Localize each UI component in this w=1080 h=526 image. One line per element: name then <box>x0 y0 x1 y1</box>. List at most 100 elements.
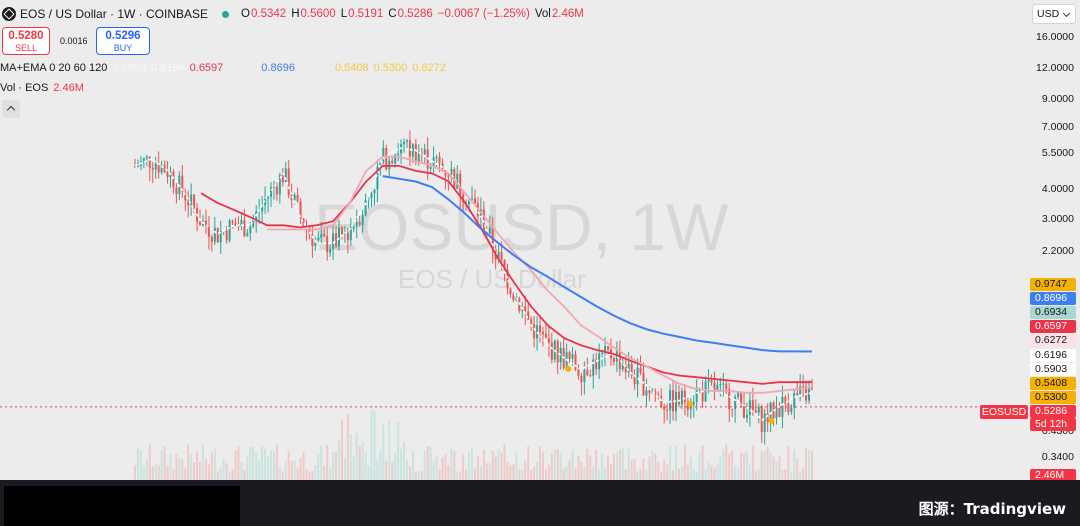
candle-body <box>332 233 335 249</box>
ma-ema-legend[interactable]: MA+EMA 0 20 60 120 0.5903 0.6196 0.6597 … <box>0 60 451 76</box>
volume-bar <box>134 465 136 480</box>
candle-body <box>811 388 813 390</box>
ohlc-value: 0.5191 <box>348 8 384 20</box>
volume-bar <box>160 450 163 480</box>
volume-bar <box>491 450 494 480</box>
candle-body <box>725 383 728 389</box>
candle-body <box>364 199 367 216</box>
volume-bar <box>400 448 403 480</box>
volume-bar <box>169 453 172 480</box>
candle-body <box>533 324 536 339</box>
volume-bar <box>207 464 210 480</box>
volume-bar <box>178 458 181 480</box>
candle-body <box>636 367 639 385</box>
candle-body <box>766 413 769 422</box>
volume-bar <box>740 452 743 480</box>
candle-body <box>269 187 272 197</box>
volume-bar <box>382 424 385 480</box>
candle-body <box>231 220 234 224</box>
candle-body <box>204 220 207 227</box>
volume-bar <box>660 471 663 480</box>
moving-average-lines <box>134 147 813 422</box>
candle-body <box>612 358 615 362</box>
candle-body <box>456 173 459 189</box>
price-label: 0.5300 <box>1030 391 1076 404</box>
volume-bar <box>541 451 544 480</box>
volume-bar <box>204 458 207 480</box>
volume-bar <box>269 450 272 480</box>
symbol-title[interactable]: EOS / US Dollar · 1W · COINBASE <box>20 7 209 21</box>
candle-body <box>808 388 811 401</box>
volume-bar <box>760 450 763 480</box>
volume-bar <box>423 450 426 480</box>
volume-bar <box>473 468 476 480</box>
volume-bar <box>346 413 349 480</box>
volume-bar <box>488 463 491 480</box>
price-axis[interactable]: 16.0000 12.0000 9.0000 7.0000 5.5000 4.0000 3.… <box>1036 31 1074 463</box>
volume-bar <box>420 471 423 480</box>
candle-body <box>574 354 577 370</box>
chart-area[interactable]: EOSUSD, 1W EOS / US Dollar 16.0000 12.000… <box>0 0 1080 482</box>
volume-bar <box>743 453 746 480</box>
volume-bar <box>323 466 326 480</box>
price-axis-tick: 4.0000 <box>1042 183 1074 195</box>
price-axis-tick: 12.0000 <box>1036 62 1074 74</box>
volume-bar <box>672 470 675 480</box>
volume-legend[interactable]: Vol · EOS 2.46M <box>0 80 89 96</box>
volume-bar <box>734 465 737 480</box>
candle-body <box>305 226 308 229</box>
candle-body <box>757 406 760 413</box>
volume-bar <box>199 461 202 480</box>
candle-body <box>713 382 716 392</box>
volume-bar <box>692 469 695 480</box>
volume-bar <box>748 464 751 480</box>
volume-bar <box>249 446 252 480</box>
volume-bar <box>240 461 243 480</box>
volume-bar <box>468 452 471 480</box>
candle-body <box>408 140 411 157</box>
candle-body <box>539 325 542 333</box>
candle-body <box>536 325 539 339</box>
ma-value-5: 0.8696 <box>261 62 295 74</box>
candle-body <box>181 175 184 192</box>
candle-body <box>210 236 213 242</box>
volume-bar <box>225 463 228 480</box>
currency-value: USD <box>1037 8 1060 20</box>
volume-bar <box>485 463 488 480</box>
volume-bar <box>601 454 604 480</box>
candle-body <box>243 220 246 237</box>
volume-bar <box>805 447 808 480</box>
volume-bar <box>796 458 799 480</box>
candle-body <box>249 226 252 234</box>
candle-body <box>740 392 743 404</box>
volume-bar <box>352 456 355 480</box>
volume-bar <box>302 451 305 480</box>
candle-body <box>151 167 154 170</box>
candle-body <box>385 147 388 170</box>
volume-bar <box>680 466 683 480</box>
candle-body <box>775 407 778 419</box>
volume-bar <box>657 461 660 480</box>
volume-bar <box>403 441 406 480</box>
volume-bar <box>550 453 553 480</box>
volume-bar <box>237 445 240 480</box>
volume-bar <box>580 462 583 480</box>
price-label: 0.6272 <box>1030 334 1076 347</box>
candle-body <box>264 198 267 206</box>
candle-body <box>134 165 136 167</box>
volume-bar <box>287 451 290 480</box>
price-chart[interactable]: EOSUSD, 1W EOS / US Dollar 16.0000 12.000… <box>0 0 1080 480</box>
volume-bar <box>533 466 536 480</box>
volume-bar <box>666 464 669 480</box>
sell-button[interactable]: 0.5280 SELL <box>2 27 50 55</box>
collapse-legend-button[interactable] <box>2 100 20 118</box>
currency-select[interactable]: USD <box>1032 4 1076 24</box>
volume-bar <box>544 469 547 480</box>
buy-button[interactable]: 0.5296 BUY <box>96 27 150 55</box>
candle-body <box>512 294 515 301</box>
price-axis-tick: 3.0000 <box>1042 213 1074 225</box>
candle-body <box>530 319 533 325</box>
volume-bar <box>479 465 482 480</box>
candle-body <box>607 346 610 350</box>
candle-body <box>163 165 166 173</box>
